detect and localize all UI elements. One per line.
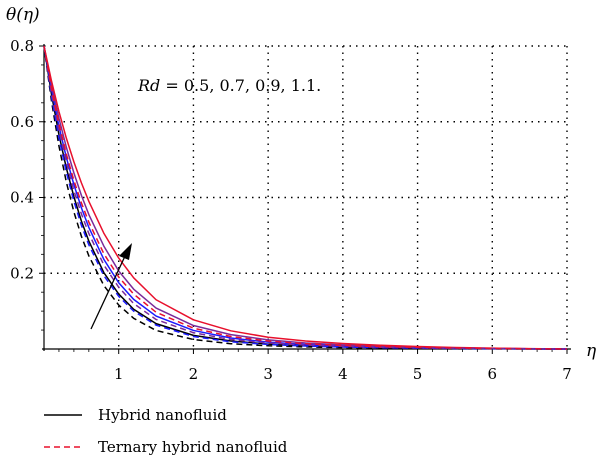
series-line-dashed-6 <box>43 45 568 350</box>
annotation: Rd = 0.5, 0.7, 0.9, 1.1. <box>137 76 321 95</box>
x-tick-label: 5 <box>413 365 423 383</box>
trend-arrow <box>90 243 132 330</box>
x-tick-label: 7 <box>562 365 572 383</box>
y-tick-label: 0.2 <box>10 264 34 282</box>
x-tick-label: 1 <box>114 365 124 383</box>
x-axis-label: η <box>586 341 597 361</box>
y-axis-label: θ(η) <box>6 5 40 25</box>
legend: Hybrid nanofluid Ternary hybrid nanoflui… <box>44 406 288 456</box>
grid-lines <box>44 45 568 349</box>
x-tick-label: 4 <box>338 365 348 383</box>
y-tick-label: 0.8 <box>10 37 34 55</box>
legend-entry-ternary: Ternary hybrid nanofluid <box>98 438 288 456</box>
tick-labels: 1 2 3 4 5 6 7 0.2 0.4 0.6 0.8 <box>10 37 572 383</box>
series-lines <box>43 45 568 350</box>
annotation-values: = 0.5, 0.7, 0.9, 1.1. <box>160 76 321 95</box>
series-line-dashed-7 <box>43 45 568 350</box>
legend-entry-hybrid: Hybrid nanofluid <box>98 406 227 424</box>
x-tick-label: 3 <box>263 365 273 383</box>
annotation-param: Rd <box>137 76 160 95</box>
x-tick-label: 6 <box>488 365 498 383</box>
svg-text:Rd = 0.5, 0.7, 0.9, 1.1.: Rd = 0.5, 0.7, 0.9, 1.1. <box>137 76 321 95</box>
x-tick-label: 2 <box>189 365 199 383</box>
y-tick-label: 0.4 <box>10 189 34 207</box>
y-tick-label: 0.6 <box>10 113 34 131</box>
